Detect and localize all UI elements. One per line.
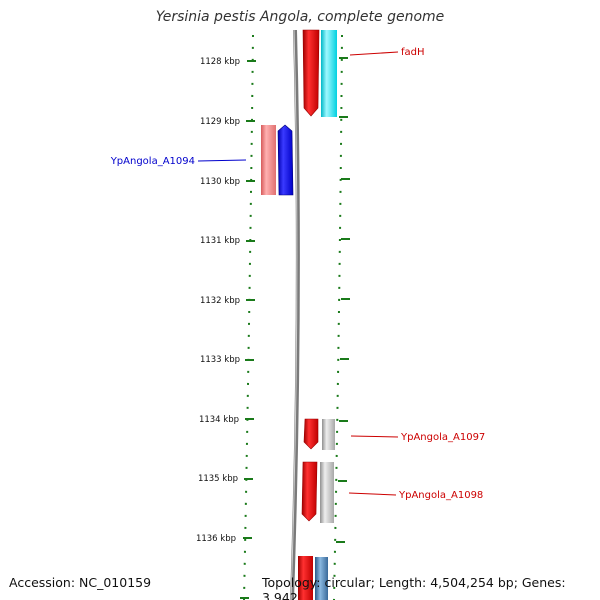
gene-label-a1098: YpAngola_A1098 [398, 490, 483, 501]
gene-label-fadh: fadH [401, 47, 425, 58]
tick-label: 1136 kbp [196, 534, 236, 544]
leader-line-a1097 [350, 435, 399, 438]
cds-block-fadh [321, 30, 337, 117]
leader-line-fadh [349, 51, 399, 56]
accession-text: Accession: NC_010159 [9, 575, 152, 590]
red-block-bottom [298, 556, 313, 600]
summary-text: Topology: circular; Length: 4,504,254 bp… [262, 575, 566, 600]
leader-line-a1094 [197, 159, 247, 162]
plus-strand-arrow-a1098 [301, 461, 318, 522]
tick-label: 1129 kbp [200, 117, 240, 127]
plus-strand-arrow-a1097 [303, 418, 319, 450]
plus-strand-arrow-fadh [302, 29, 320, 117]
minus-strand-arrow-a1094 [277, 124, 294, 196]
map-title: Yersinia pestis Angola, complete genome [155, 9, 445, 25]
tick-label: 1135 kbp [198, 474, 238, 484]
cds-block-a1094 [261, 125, 276, 195]
tick-label: 1134 kbp [199, 415, 239, 425]
tick-label: 1131 kbp [200, 236, 240, 246]
gene-label-a1097: YpAngola_A1097 [400, 432, 485, 443]
tick-label: 1133 kbp [200, 355, 240, 365]
genome-backbone [290, 29, 300, 600]
tick-label: 1128 kbp [200, 57, 240, 67]
gray-block-a1097 [322, 419, 335, 450]
steelblue-block-bottom [315, 557, 328, 600]
tick-labels: 1128 kbp 1129 kbp 1130 kbp 1131 kbp 1132… [196, 57, 240, 544]
outer-dotted-guide [333, 34, 343, 600]
tick-label: 1130 kbp [200, 177, 240, 187]
leader-line-a1098 [348, 492, 397, 496]
genome-backbone-highlight [290, 29, 298, 600]
tick-label: 1132 kbp [200, 296, 240, 306]
scale-ticks [240, 57, 350, 599]
inner-dotted-guide [243, 34, 254, 600]
gene-label-a1094: YpAngola_A1094 [110, 156, 195, 167]
gray-block-a1098 [320, 462, 334, 523]
